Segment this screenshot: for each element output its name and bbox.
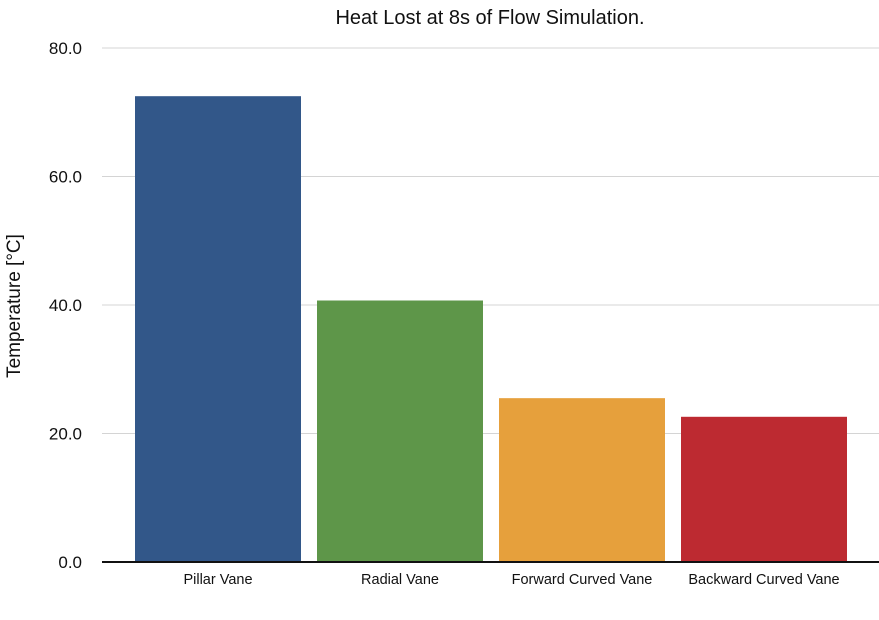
bar-backward-curved-vane <box>681 416 847 562</box>
bar-forward-curved-vane <box>499 398 665 562</box>
x-tick-label: Backward Curved Vane <box>688 572 839 588</box>
y-tick-labels: 0.0 20.0 40.0 60.0 80.0 <box>49 39 82 572</box>
x-tick-label: Forward Curved Vane <box>512 572 653 588</box>
chart-title: Heat Lost at 8s of Flow Simulation. <box>335 7 644 29</box>
x-tick-label: Radial Vane <box>361 572 439 588</box>
y-tick-label: 20.0 <box>49 425 82 444</box>
y-tick-label: 80.0 <box>49 39 82 58</box>
y-tick-label: 0.0 <box>58 553 82 572</box>
bars <box>135 96 847 562</box>
bar-radial-vane <box>317 300 483 562</box>
bar-pillar-vane <box>135 96 301 562</box>
y-axis-label: Temperature [°C] <box>4 234 25 378</box>
y-tick-label: 60.0 <box>49 168 82 187</box>
x-tick-label: Pillar Vane <box>183 572 252 588</box>
x-tick-labels: Pillar Vane Radial Vane Forward Curved Van… <box>183 572 839 588</box>
y-tick-label: 40.0 <box>49 296 82 315</box>
